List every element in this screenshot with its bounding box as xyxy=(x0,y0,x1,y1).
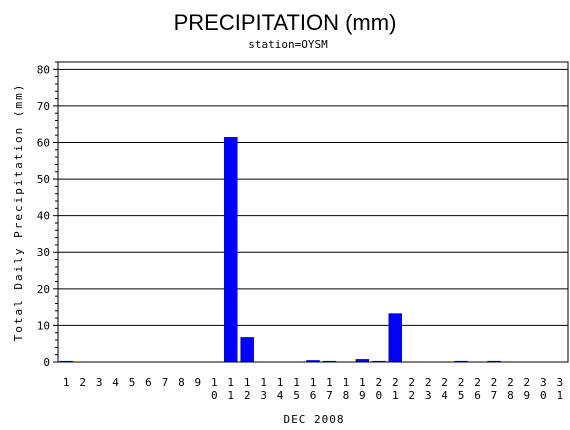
x-tick-label: 2 xyxy=(425,376,432,389)
x-tick-label: 1 xyxy=(293,376,300,389)
bar-day-17 xyxy=(322,360,337,362)
x-tick-label: 1 xyxy=(63,376,70,389)
x-tick-label: 9 xyxy=(524,389,531,402)
x-tick-label: 2 xyxy=(408,376,415,389)
x-tick-label: 7 xyxy=(162,376,169,389)
y-tick-label: 30 xyxy=(37,246,50,259)
x-tick-label: 1 xyxy=(556,389,563,402)
plot-frame xyxy=(57,61,569,363)
x-tick-label: 7 xyxy=(326,389,333,402)
x-tick-label: 6 xyxy=(145,376,152,389)
y-tick-label: 0 xyxy=(43,356,50,369)
y-tick-label: 50 xyxy=(37,173,50,186)
x-tick-label: 0 xyxy=(211,389,218,402)
x-tick-label: 3 xyxy=(425,389,432,402)
x-tick-label: 0 xyxy=(375,389,382,402)
bar-day-21 xyxy=(388,313,403,362)
x-tick-label: 9 xyxy=(195,376,202,389)
x-tick-label: 3 xyxy=(540,376,547,389)
y-tick-label: 10 xyxy=(37,319,50,332)
x-tick-label: 4 xyxy=(112,376,119,389)
x-tick-label: 1 xyxy=(310,376,317,389)
y-axis: 0 10 20 30 40 50 60 70 80 xyxy=(37,61,58,369)
x-tick-label: 2 xyxy=(441,376,448,389)
bar-day-11 xyxy=(223,137,238,362)
bars xyxy=(59,137,501,362)
bar-day-1 xyxy=(59,360,73,362)
x-tick-label: 8 xyxy=(343,389,350,402)
x-tick-label: 3 xyxy=(96,376,103,389)
grid-lines xyxy=(58,68,568,326)
x-tick-label: 5 xyxy=(129,376,136,389)
chart-title: PRECIPITATION (mm) xyxy=(174,10,397,35)
x-axis-label: DEC 2008 xyxy=(284,413,345,426)
x-tick-label: 1 xyxy=(392,389,399,402)
x-tick-label: 6 xyxy=(474,389,481,402)
y-tick-label: 70 xyxy=(37,100,50,113)
x-axis: 1 2 3 4 5 6 7 8 9 1011121314151617181920212223242… xyxy=(63,376,563,402)
x-tick-label: 5 xyxy=(293,389,300,402)
x-tick-label: 1 xyxy=(244,376,251,389)
x-tick-label: 1 xyxy=(326,376,333,389)
x-tick-label: 7 xyxy=(491,389,498,402)
x-tick-label: 3 xyxy=(260,389,267,402)
x-tick-label: 0 xyxy=(540,389,547,402)
x-tick-label: 1 xyxy=(227,389,234,402)
bar-day-19 xyxy=(355,359,370,362)
y-axis-label: Total Daily Precipitation (mm) xyxy=(12,83,25,342)
x-tick-label: 4 xyxy=(277,389,284,402)
x-tick-label: 2 xyxy=(79,376,86,389)
x-tick-label: 8 xyxy=(507,389,514,402)
x-tick-label: 2 xyxy=(507,376,514,389)
chart-subtitle: station=OYSM xyxy=(248,38,328,51)
y-tick-label: 40 xyxy=(37,210,50,223)
x-tick-label: 2 xyxy=(375,376,382,389)
x-tick-label: 2 xyxy=(491,376,498,389)
x-tick-label: 2 xyxy=(408,389,415,402)
x-tick-label: 2 xyxy=(474,376,481,389)
x-tick-label: 1 xyxy=(260,376,267,389)
y-tick-label: 20 xyxy=(37,283,50,296)
x-tick-label: 1 xyxy=(227,376,234,389)
x-tick-label: 2 xyxy=(524,376,531,389)
bar-day-12 xyxy=(240,337,254,362)
y-tick-label: 60 xyxy=(37,136,50,149)
x-tick-label: 1 xyxy=(277,376,284,389)
bar-day-16 xyxy=(306,360,320,362)
x-tick-label: 9 xyxy=(359,389,366,402)
bar-day-27 xyxy=(487,360,501,362)
x-tick-label: 5 xyxy=(458,389,465,402)
x-tick-label: 4 xyxy=(441,389,448,402)
bar-day-20 xyxy=(372,360,386,362)
x-tick-label: 8 xyxy=(178,376,185,389)
x-tick-label: 1 xyxy=(343,376,350,389)
x-tick-label: 3 xyxy=(556,376,563,389)
x-tick-label: 2 xyxy=(244,389,251,402)
x-tick-label: 2 xyxy=(392,376,399,389)
bar-day-25 xyxy=(454,360,468,362)
x-tick-label: 1 xyxy=(211,376,218,389)
x-tick-label: 6 xyxy=(310,389,317,402)
y-tick-label: 80 xyxy=(37,63,50,76)
x-tick-label: 1 xyxy=(359,376,366,389)
x-tick-label: 2 xyxy=(458,376,465,389)
